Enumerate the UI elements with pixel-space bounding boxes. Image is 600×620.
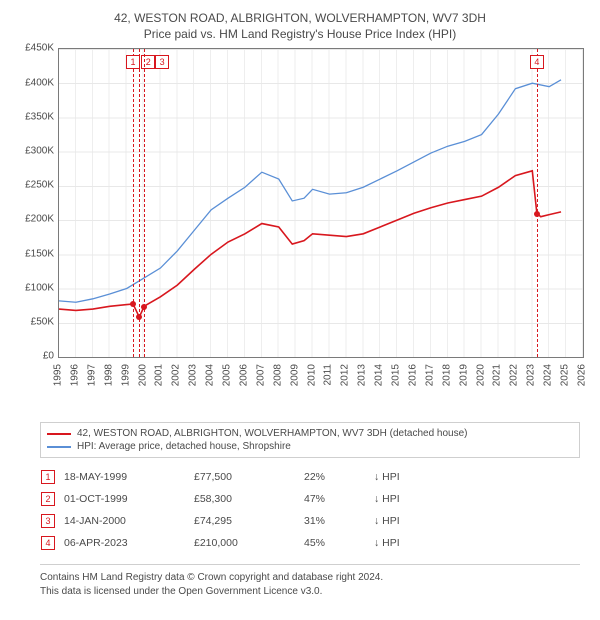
table-row: 4 06-APR-2023£210,00045%↓ HPI	[40, 532, 580, 554]
x-tick-label: 2024	[543, 364, 554, 386]
sale-number-badge: 4	[41, 536, 55, 550]
sale-pct: 22%	[304, 471, 374, 483]
sale-marker-line	[139, 49, 140, 357]
sale-date: 14-JAN-2000	[64, 515, 194, 527]
y-tick-label: £350K	[25, 111, 54, 122]
attribution: Contains HM Land Registry data © Crown c…	[40, 564, 580, 599]
sales-table: 118-MAY-1999£77,50022%↓ HPI201-OCT-1999£…	[40, 466, 580, 554]
sale-marker-dot	[130, 301, 136, 307]
sale-number-badge: 2	[41, 492, 55, 506]
x-tick-label: 2013	[357, 364, 368, 386]
y-tick-label: £100K	[25, 282, 54, 293]
sale-pct: 31%	[304, 515, 374, 527]
x-tick-label: 1995	[53, 364, 64, 386]
sale-number-badge: 1	[41, 470, 55, 484]
sale-vs-hpi: ↓ HPI	[374, 493, 434, 505]
sale-marker-box: 1	[126, 55, 140, 69]
sale-vs-hpi: ↓ HPI	[374, 515, 434, 527]
sale-price: £77,500	[194, 471, 304, 483]
y-tick-label: £400K	[25, 77, 54, 88]
x-tick-label: 2007	[255, 364, 266, 386]
sale-marker-line	[537, 49, 538, 357]
y-tick-label: £450K	[25, 43, 54, 54]
x-tick-label: 2012	[340, 364, 351, 386]
sale-vs-hpi: ↓ HPI	[374, 471, 434, 483]
sale-date: 06-APR-2023	[64, 537, 194, 549]
legend-line-icon	[47, 433, 71, 435]
sale-marker-dot	[136, 314, 142, 320]
x-tick-label: 2004	[205, 364, 216, 386]
sale-pct: 47%	[304, 493, 374, 505]
y-tick-label: £0	[43, 351, 54, 362]
x-tick-label: 2018	[441, 364, 452, 386]
sale-marker-dot	[141, 304, 147, 310]
legend-item: 42, WESTON ROAD, ALBRIGHTON, WOLVERHAMPT…	[47, 427, 573, 440]
x-axis: 1995199619971998199920002001200220032004…	[58, 362, 584, 412]
sale-date: 01-OCT-1999	[64, 493, 194, 505]
sale-pct: 45%	[304, 537, 374, 549]
x-tick-label: 2022	[509, 364, 520, 386]
x-tick-label: 2005	[222, 364, 233, 386]
legend: 42, WESTON ROAD, ALBRIGHTON, WOLVERHAMPT…	[40, 422, 580, 458]
sale-date: 18-MAY-1999	[64, 471, 194, 483]
x-tick-label: 1996	[69, 364, 80, 386]
x-tick-label: 2000	[137, 364, 148, 386]
y-tick-label: £200K	[25, 214, 54, 225]
table-row: 2 01-OCT-1999£58,30047%↓ HPI	[40, 488, 580, 510]
x-tick-label: 2010	[306, 364, 317, 386]
sale-marker-dot	[534, 211, 540, 217]
series-line	[59, 80, 561, 302]
sale-marker-box: 3	[155, 55, 169, 69]
sale-marker-line	[144, 49, 145, 357]
y-tick-label: £150K	[25, 248, 54, 259]
sale-price: £74,295	[194, 515, 304, 527]
x-tick-label: 1997	[86, 364, 97, 386]
x-tick-label: 1999	[120, 364, 131, 386]
attribution-line2: This data is licensed under the Open Gov…	[40, 585, 580, 599]
plot-region: 1234	[58, 48, 584, 358]
legend-label: 42, WESTON ROAD, ALBRIGHTON, WOLVERHAMPT…	[77, 428, 467, 439]
chart-title-line1: 42, WESTON ROAD, ALBRIGHTON, WOLVERHAMPT…	[10, 10, 590, 26]
legend-line-icon	[47, 446, 71, 448]
x-tick-label: 2009	[289, 364, 300, 386]
x-tick-label: 2011	[323, 364, 334, 386]
x-tick-label: 2017	[424, 364, 435, 386]
legend-item: HPI: Average price, detached house, Shro…	[47, 440, 573, 453]
y-axis: £0£50K£100K£150K£200K£250K£300K£350K£400…	[10, 48, 56, 358]
x-tick-label: 2003	[188, 364, 199, 386]
x-tick-label: 2026	[577, 364, 588, 386]
sale-price: £58,300	[194, 493, 304, 505]
table-row: 1 18-MAY-1999£77,50022%↓ HPI	[40, 466, 580, 488]
x-tick-label: 2021	[492, 364, 503, 386]
x-tick-label: 2020	[475, 364, 486, 386]
sale-number-badge: 3	[41, 514, 55, 528]
x-tick-label: 1998	[103, 364, 114, 386]
table-row: 3 14-JAN-2000£74,29531%↓ HPI	[40, 510, 580, 532]
x-tick-label: 2015	[391, 364, 402, 386]
sale-marker-line	[133, 49, 134, 357]
sale-marker-box: 4	[530, 55, 544, 69]
x-tick-label: 2002	[171, 364, 182, 386]
x-tick-label: 2008	[272, 364, 283, 386]
x-tick-label: 2019	[458, 364, 469, 386]
x-tick-label: 2001	[154, 364, 165, 386]
y-tick-label: £300K	[25, 146, 54, 157]
chart-title: 42, WESTON ROAD, ALBRIGHTON, WOLVERHAMPT…	[10, 10, 590, 42]
sale-price: £210,000	[194, 537, 304, 549]
x-tick-label: 2023	[526, 364, 537, 386]
x-tick-label: 2025	[560, 364, 571, 386]
y-tick-label: £50K	[31, 317, 54, 328]
x-tick-label: 2016	[407, 364, 418, 386]
x-tick-label: 2014	[374, 364, 385, 386]
attribution-line1: Contains HM Land Registry data © Crown c…	[40, 571, 580, 585]
legend-label: HPI: Average price, detached house, Shro…	[77, 441, 291, 452]
sale-vs-hpi: ↓ HPI	[374, 537, 434, 549]
x-tick-label: 2006	[238, 364, 249, 386]
y-tick-label: £250K	[25, 180, 54, 191]
chart-title-line2: Price paid vs. HM Land Registry's House …	[10, 26, 590, 42]
chart-area: £0 £50K £100K £150K £200K £250K £300K £350K £400…	[10, 48, 590, 418]
